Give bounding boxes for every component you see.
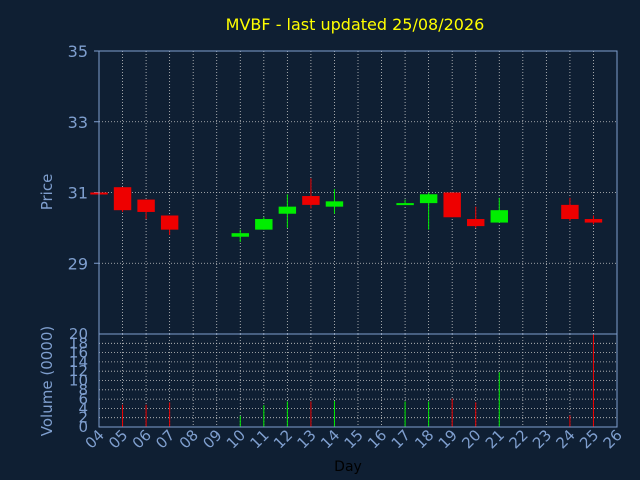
day-tick-label: 14 xyxy=(317,426,343,452)
candle-body xyxy=(231,233,249,237)
volume-tick-label: 14 xyxy=(69,353,88,371)
candle-body xyxy=(490,210,508,223)
day-tick-label: 25 xyxy=(576,426,602,452)
candle-body xyxy=(467,219,485,227)
volume-panel: 2018161412108642004050607080910111213141… xyxy=(69,325,626,452)
day-tick-label: 26 xyxy=(600,426,626,452)
volume-frame xyxy=(98,333,618,428)
candle-body xyxy=(584,219,603,223)
day-tick-label: 07 xyxy=(152,426,178,452)
candle-body xyxy=(396,203,414,206)
volume-tick-label: 10 xyxy=(69,372,88,390)
day-tick-label: 23 xyxy=(529,426,555,452)
volume-axis-label: Volume (0000) xyxy=(38,326,56,436)
volume-tick-label: 4 xyxy=(78,399,88,417)
volume-tick-label: 2 xyxy=(78,409,88,427)
volume-tick-label: 8 xyxy=(78,381,88,399)
candle-body xyxy=(255,219,273,230)
day-tick-label: 21 xyxy=(482,426,508,452)
day-tick-label: 15 xyxy=(341,426,367,452)
candle-body xyxy=(113,187,132,211)
price-tick-label: 31 xyxy=(68,184,88,203)
candle-body xyxy=(278,206,297,214)
price-tick-label: 33 xyxy=(68,113,88,132)
day-tick-label: 22 xyxy=(505,426,531,452)
candle-body xyxy=(443,192,461,218)
day-tick-label: 06 xyxy=(129,426,155,452)
volume-tick-label: 12 xyxy=(69,362,88,380)
day-tick-label: 19 xyxy=(435,426,461,452)
day-tick-label: 11 xyxy=(246,426,272,452)
day-tick-label: 09 xyxy=(199,426,225,452)
day-tick-label: 18 xyxy=(411,426,437,452)
price-axis-label: Price xyxy=(38,174,56,211)
candle-body xyxy=(419,194,438,204)
day-tick-label: 13 xyxy=(294,426,320,452)
day-tick-label: 10 xyxy=(223,426,249,452)
day-tick-label: 20 xyxy=(458,426,484,452)
candle-body xyxy=(160,215,179,230)
volume-tick-label: 0 xyxy=(78,418,88,436)
day-axis-label: Day xyxy=(334,459,362,475)
day-tick-label: 12 xyxy=(270,426,296,452)
day-tick-label: 16 xyxy=(364,426,390,452)
volume-tick-label: 20 xyxy=(69,325,88,343)
candle-body xyxy=(561,204,579,220)
price-tick-label: 29 xyxy=(68,254,88,273)
price-tick-label: 35 xyxy=(68,42,88,61)
volume-tick-label: 18 xyxy=(69,334,88,352)
day-tick-label: 17 xyxy=(388,426,414,452)
volume-tick-label: 6 xyxy=(78,390,88,408)
candle-body xyxy=(137,199,155,212)
volume-tick-label: 16 xyxy=(69,344,88,362)
candle-body xyxy=(325,201,344,207)
chart-title: MVBF - last updated 25/08/2026 xyxy=(226,15,485,34)
day-tick-label: 05 xyxy=(105,426,131,452)
candle-body xyxy=(302,196,320,205)
price-panel: 35 33 31 29 xyxy=(68,42,618,335)
day-tick-label: 24 xyxy=(553,426,579,452)
day-tick-label: 08 xyxy=(176,426,202,452)
